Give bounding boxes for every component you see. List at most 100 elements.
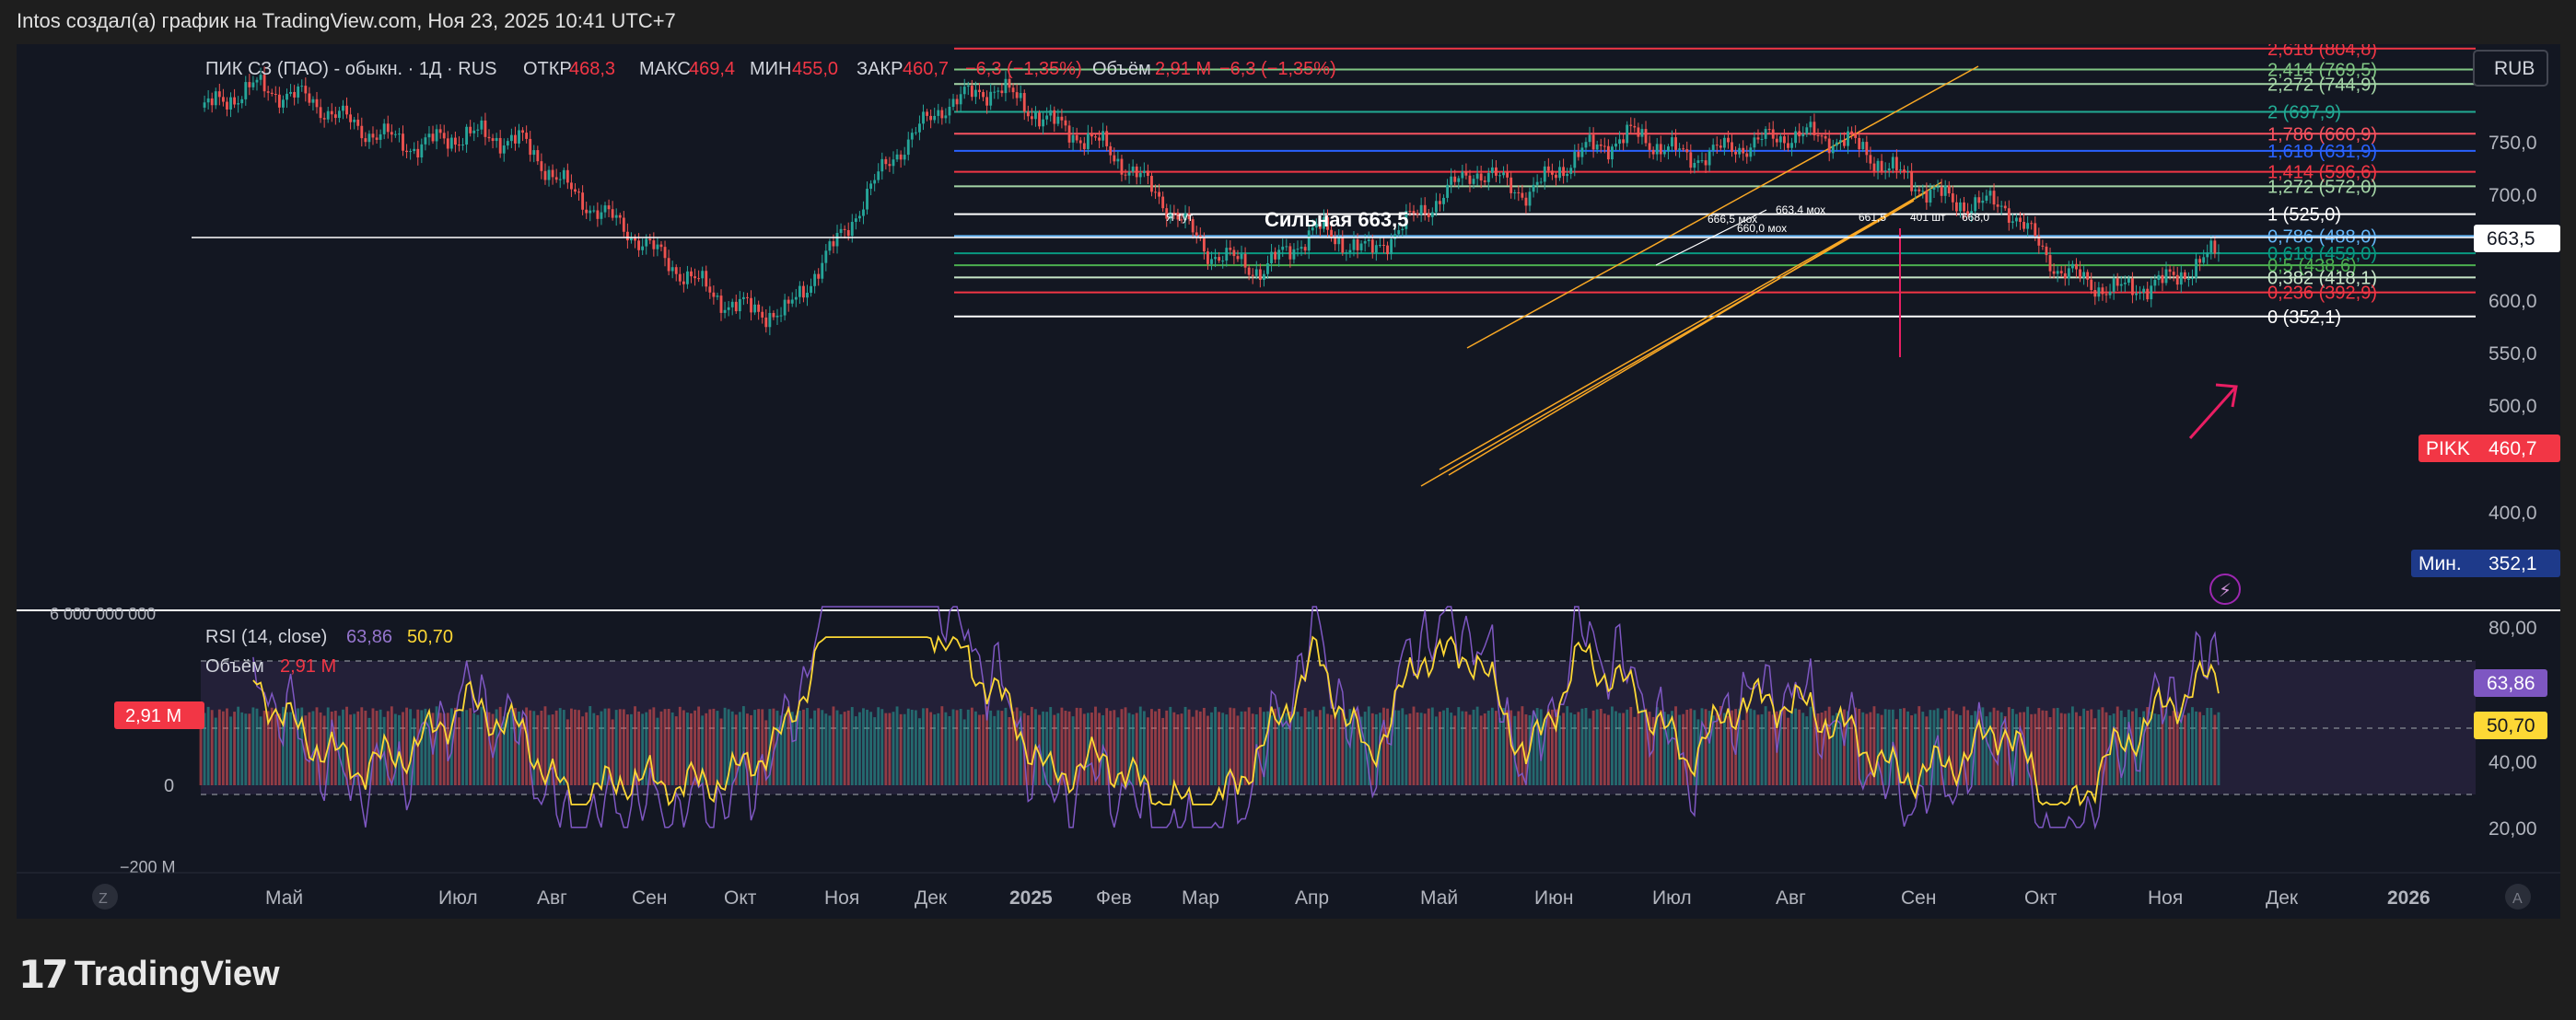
volume-bar (1782, 707, 1786, 785)
alert-icon[interactable] (2209, 574, 2241, 605)
volume-bar (783, 713, 787, 785)
candle-body (2186, 278, 2190, 280)
candle-body (226, 101, 228, 110)
volume-bar (2063, 713, 2067, 785)
candle-body (738, 298, 741, 312)
volume-bar (1098, 713, 1101, 785)
candle-body (532, 150, 536, 156)
volume-bar (2086, 710, 2090, 785)
volume-bar (948, 715, 951, 785)
candle-body (1158, 191, 1161, 197)
candle-body (2213, 240, 2217, 254)
candle-body (2056, 271, 2059, 274)
chart-canvas[interactable]: 2,618 (804,8)2,414 (769,5)2,272 (744,9) 2… (17, 44, 2560, 919)
volume-bar (1809, 706, 1813, 785)
volume-bar (802, 709, 805, 785)
candle-body (1022, 93, 1026, 112)
volume-bar (670, 712, 674, 785)
time-label: Апр (1295, 887, 1329, 909)
fib-level-label: 2,272 (744,9) (2267, 75, 2377, 95)
candle-body (420, 144, 424, 158)
volume-bar (1158, 708, 1161, 785)
volume-bar (521, 716, 524, 785)
volume-bar (1562, 713, 1566, 785)
forecast-arrow[interactable] (2188, 386, 2238, 439)
volume-bar (757, 709, 761, 785)
candle-body (1891, 156, 1894, 168)
rsi-scale[interactable]: 80,00 40,00 20,00 (2489, 618, 2537, 840)
price-scale[interactable]: 750,0 700,0 600,0 550,0 500,0 400,0 (2489, 133, 2537, 524)
candle-body (869, 183, 873, 190)
volume-bar (862, 708, 865, 785)
candle-body (1464, 171, 1468, 176)
volume-bar (1985, 716, 1988, 785)
candle-body (1334, 237, 1337, 245)
tradingview-logo[interactable]: 17 TradingView (18, 952, 280, 997)
volume-bar (2116, 706, 2119, 785)
volume-bar (641, 713, 645, 785)
candle-body (1109, 145, 1113, 156)
volume-bar (461, 711, 464, 785)
candle-body (1131, 166, 1135, 172)
time-label: Дек (2266, 887, 2299, 909)
candle-body (1745, 153, 1749, 157)
volume-bar (206, 706, 210, 785)
min-badge (2411, 550, 2560, 577)
volume-bar (1700, 708, 1704, 785)
time-axis[interactable]: Май Июл Авг Сен Окт Ноя Дек 2025 Фев Мар Апр Май Июн… (265, 887, 2430, 909)
candle-body (1756, 137, 1760, 140)
chart-area[interactable]: 2,618 (804,8) 2,414 (769,5) 2,272 (744,9) 2… (17, 44, 2560, 919)
candle-body (1442, 197, 1445, 204)
candle-body (277, 94, 281, 108)
volume-value: 2,91 M (280, 656, 336, 677)
candle-body (884, 158, 888, 165)
volume-title[interactable]: Объём (205, 656, 264, 677)
candle-body (761, 311, 764, 318)
candle-body (1214, 257, 1217, 260)
candle-body (1731, 142, 1733, 152)
currency-button[interactable] (2473, 50, 2548, 87)
volume-bar (1030, 706, 1033, 785)
tradingview-brand: TradingView (74, 955, 280, 993)
candle-body (2108, 291, 2112, 296)
volume-bar (611, 719, 614, 785)
volume-bar (764, 720, 768, 785)
time-zone-button[interactable] (92, 884, 118, 910)
candle-body (719, 296, 723, 313)
volume-bar (1906, 711, 1909, 785)
candle-body (1778, 136, 1782, 143)
time-label: Май (1420, 887, 1458, 909)
volume-bar (480, 706, 484, 785)
candle-body (375, 137, 379, 140)
candle-body (1640, 129, 1644, 137)
volume-bar (1341, 710, 1345, 785)
volume-bar (569, 708, 573, 785)
candle-body (1708, 150, 1711, 166)
volume-bar (1622, 713, 1626, 785)
legend-symbol[interactable]: ПИК СЗ (ПАО) - обыкн. · 1Д · RUS (205, 59, 496, 79)
candle-body (2037, 236, 2041, 246)
volume-bar (2034, 713, 2037, 785)
candle-body (1558, 167, 1561, 179)
volume-bar (262, 711, 266, 785)
candle-body (1629, 124, 1633, 126)
volume-bar (1370, 713, 1374, 785)
rsi-title[interactable]: RSI (14, close) (205, 627, 327, 647)
fib-level-label: 0,618 (459,0) (2267, 244, 2377, 264)
volume-bar (375, 711, 379, 785)
volume-bar (910, 709, 914, 785)
candle-body (1225, 248, 1229, 261)
candle-body (1105, 131, 1109, 146)
candle-body (1861, 142, 1865, 149)
auto-scale-button[interactable] (2505, 884, 2531, 910)
candle-body (1591, 134, 1595, 150)
candle-body (506, 141, 509, 146)
time-label: Май (265, 887, 303, 909)
fib-level-label: 1 (525,0) (2267, 205, 2341, 226)
volume-bar (1659, 710, 1662, 785)
volume-bar (2146, 707, 2150, 785)
volume-bar (1771, 714, 1775, 785)
volume-bar (1314, 716, 1318, 785)
volume-bar (255, 708, 259, 785)
candle-body (2131, 278, 2134, 296)
